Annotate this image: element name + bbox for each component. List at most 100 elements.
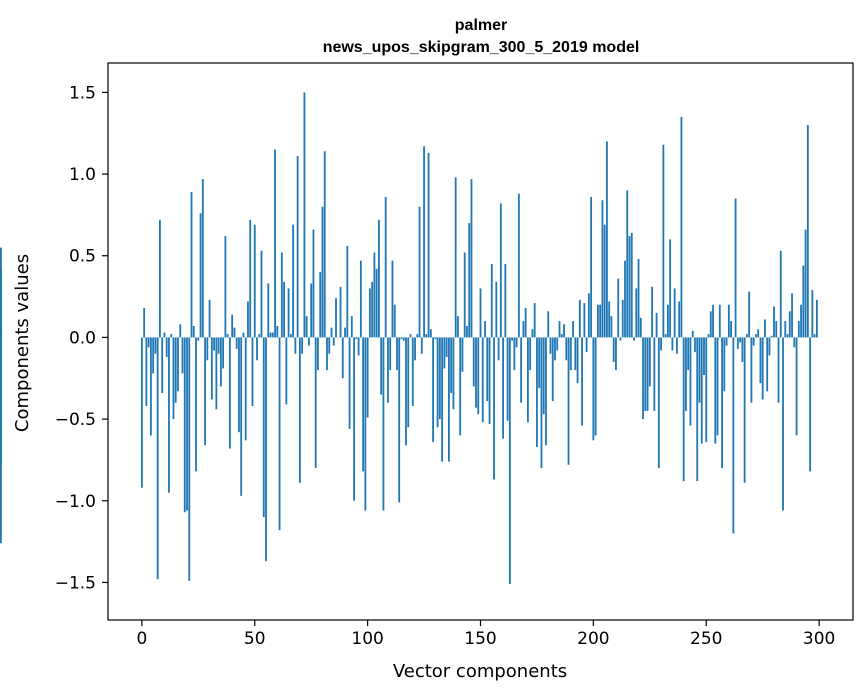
- bar: [265, 337, 267, 562]
- bar: [590, 196, 593, 338]
- bar: [457, 316, 459, 338]
- bar: [506, 337, 509, 421]
- bar: [529, 337, 532, 371]
- bar: [694, 337, 696, 353]
- bar: [608, 301, 611, 338]
- bar: [427, 152, 430, 338]
- bar: [242, 332, 245, 338]
- y-tick-label: −1.0: [55, 492, 96, 512]
- bar: [709, 311, 712, 338]
- bar: [278, 337, 281, 531]
- bar: [305, 316, 308, 338]
- bar: [504, 263, 507, 338]
- bar: [450, 337, 453, 393]
- bar: [567, 337, 570, 465]
- bar: [140, 337, 143, 488]
- bar: [698, 337, 701, 403]
- bar: [364, 337, 367, 511]
- bar: [691, 330, 694, 338]
- bar: [244, 337, 247, 441]
- bar: [585, 337, 588, 353]
- bar: [276, 325, 279, 338]
- bar: [452, 337, 455, 410]
- bar: [721, 337, 723, 469]
- bar: [332, 337, 335, 346]
- bar: [624, 260, 626, 338]
- bar: [502, 337, 504, 439]
- bar: [411, 337, 414, 407]
- bar: [784, 321, 787, 338]
- bar: [353, 337, 355, 501]
- bar: [423, 146, 425, 338]
- bar: [477, 337, 480, 415]
- bar: [657, 337, 660, 469]
- bar: [267, 283, 270, 338]
- bar: [247, 301, 249, 338]
- bar: [621, 299, 624, 338]
- bar: [283, 281, 285, 338]
- bar: [806, 125, 809, 338]
- bar: [183, 337, 186, 513]
- bar: [757, 329, 760, 338]
- bar: [793, 337, 796, 348]
- bar: [594, 337, 597, 436]
- bar: [308, 337, 310, 346]
- bar: [583, 303, 586, 338]
- bar: [481, 337, 484, 423]
- bar: [486, 337, 489, 402]
- bar: [368, 288, 371, 338]
- bar: [725, 337, 728, 346]
- bar: [199, 213, 202, 338]
- chart-title-line-1: palmer: [455, 17, 507, 34]
- bar: [791, 293, 793, 338]
- bar: [215, 337, 218, 410]
- bar: [766, 337, 769, 392]
- bar: [547, 311, 550, 338]
- bar: [761, 337, 764, 400]
- bar: [540, 337, 543, 469]
- bar: [788, 311, 791, 338]
- bar: [274, 149, 276, 338]
- bar: [635, 288, 638, 338]
- bar: [653, 337, 656, 411]
- bar: [538, 337, 541, 389]
- bar: [484, 321, 486, 338]
- bar: [495, 281, 498, 338]
- bar: [181, 337, 184, 374]
- y-tick-label: 1.5: [69, 83, 96, 103]
- bar: [644, 337, 647, 411]
- bar: [750, 337, 753, 403]
- bar: [380, 337, 383, 395]
- bar: [195, 337, 197, 472]
- bar: [606, 141, 608, 338]
- bar: [669, 239, 672, 338]
- bar: [429, 329, 432, 338]
- x-tick-label: 100: [351, 629, 383, 649]
- bar: [163, 332, 166, 338]
- bar: [149, 337, 152, 436]
- y-axis-ticks: 1.5 1.0 0.5 0.0 −0.5 −1.0 −1.5: [55, 83, 108, 593]
- bar: [147, 337, 150, 348]
- bar: [206, 337, 209, 361]
- bar: [312, 229, 315, 338]
- bar: [723, 337, 726, 392]
- bar: [436, 337, 439, 428]
- bar: [527, 337, 529, 423]
- bar: [213, 337, 216, 351]
- bar: [748, 291, 751, 338]
- bar: [285, 337, 288, 405]
- bar: [782, 337, 784, 511]
- bar: [777, 337, 780, 403]
- bar: [396, 337, 398, 371]
- bar: [271, 332, 274, 338]
- bar: [253, 224, 256, 338]
- bar: [563, 324, 565, 338]
- bar: [350, 316, 353, 338]
- bar: [330, 327, 333, 338]
- bar: [461, 337, 464, 372]
- bar: [229, 337, 231, 449]
- x-tick-label: 50: [244, 629, 266, 649]
- bar: [201, 178, 204, 338]
- bar: [687, 337, 690, 371]
- bar: [434, 337, 437, 340]
